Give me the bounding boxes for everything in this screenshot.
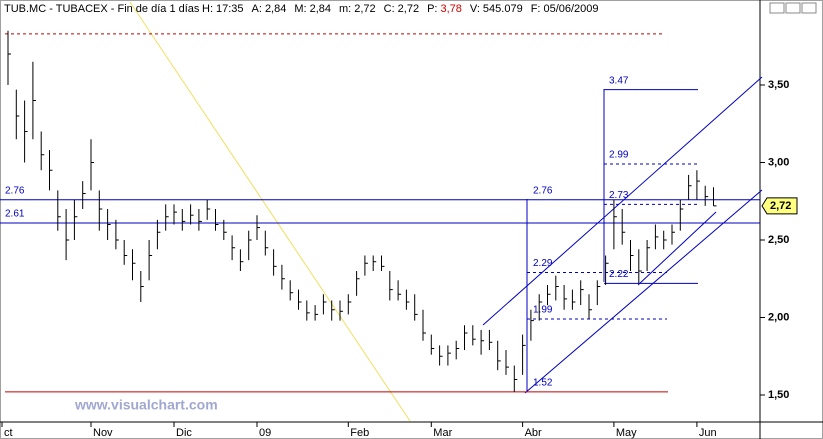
y-tick-label: 3,50 (768, 79, 789, 91)
level-label: 3.47 (609, 75, 629, 86)
field-key: A: (252, 3, 262, 15)
field-value: 3,78 (441, 3, 462, 15)
field-value: 2,84 (265, 3, 286, 15)
field-value: 2,84 (310, 3, 331, 15)
chart-title: TUB.MC - TUBACEX - Fin de día 1 días (4, 3, 200, 15)
x-tick-label: Feb (350, 427, 369, 439)
level-label: 2.61 (5, 209, 25, 220)
field-key: M: (294, 3, 306, 15)
x-tick-label: Nov (93, 427, 113, 439)
field-key: P: (427, 3, 437, 15)
level-label: 2.99 (609, 150, 629, 161)
level-label: 1.99 (533, 305, 553, 316)
field-value: 2,72 (354, 3, 375, 15)
level-label: 2.22 (609, 269, 629, 280)
x-tick-label: Mar (433, 427, 452, 439)
y-tick-label: 1,50 (768, 389, 789, 401)
level-label: 2.76 (533, 185, 553, 196)
level-label: 2.76 (5, 185, 25, 196)
field-key: V: (470, 3, 480, 15)
field-key: m: (339, 3, 351, 15)
close-button[interactable] (801, 2, 817, 14)
maximize-button[interactable] (785, 2, 801, 14)
x-tick-label: Jun (699, 427, 717, 439)
level-label: 2.29 (533, 258, 553, 269)
field-key: C: (384, 3, 395, 15)
channel-line (524, 189, 763, 394)
field-value: 545.079 (483, 3, 523, 15)
level-label: 2.73 (609, 190, 629, 201)
y-tick-label: 3,00 (768, 156, 789, 168)
window-buttons[interactable] (769, 2, 817, 14)
price-label: 2,72 (770, 200, 791, 212)
y-tick-label: 2,50 (768, 234, 789, 246)
field-value: 2,72 (398, 3, 419, 15)
level-label: 1.52 (533, 378, 553, 389)
x-tick-label: Abr (525, 427, 542, 439)
x-tick-label: ct (4, 427, 13, 439)
x-tick-label: Dic (176, 427, 192, 439)
channel-line (637, 211, 717, 286)
channel-line (482, 76, 763, 326)
y-tick-label: 2,00 (768, 311, 789, 323)
field-key: F: (531, 3, 541, 15)
watermark: www.visualchart.com (74, 397, 218, 413)
minimize-button[interactable] (769, 2, 785, 14)
trend-line (129, 1, 411, 422)
price-marker (761, 197, 798, 215)
field-value: 05/06/2009 (543, 3, 598, 15)
field-key: H: (202, 3, 213, 15)
x-tick-label: May (616, 427, 637, 439)
field-value: 17:35 (216, 3, 244, 15)
x-tick-label: 09 (259, 427, 271, 439)
